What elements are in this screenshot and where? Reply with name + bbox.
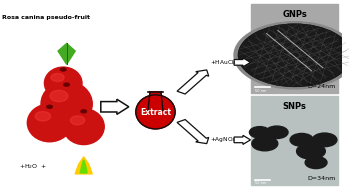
Circle shape xyxy=(234,22,349,89)
FancyArrow shape xyxy=(177,70,209,94)
Ellipse shape xyxy=(27,104,72,142)
Polygon shape xyxy=(148,92,163,111)
Text: Extract: Extract xyxy=(140,108,171,117)
Text: GNPs: GNPs xyxy=(282,10,307,19)
Text: +H$_2$O  +: +H$_2$O + xyxy=(19,162,47,171)
FancyBboxPatch shape xyxy=(251,96,338,185)
Circle shape xyxy=(60,68,66,71)
Ellipse shape xyxy=(50,90,68,102)
Text: 50 nm: 50 nm xyxy=(254,89,266,93)
Text: 50 nm: 50 nm xyxy=(254,181,266,185)
Text: +HAuCl$_4$: +HAuCl$_4$ xyxy=(210,58,237,67)
Polygon shape xyxy=(75,157,92,174)
Circle shape xyxy=(305,156,327,169)
Ellipse shape xyxy=(35,112,51,121)
Circle shape xyxy=(312,133,337,147)
Polygon shape xyxy=(80,160,87,173)
FancyArrow shape xyxy=(177,120,209,144)
Circle shape xyxy=(266,126,288,139)
Ellipse shape xyxy=(44,67,82,99)
FancyArrow shape xyxy=(234,58,251,67)
Polygon shape xyxy=(58,43,75,64)
Text: Rosa canina pseudo-fruit: Rosa canina pseudo-fruit xyxy=(2,15,90,20)
Circle shape xyxy=(238,24,349,86)
Circle shape xyxy=(290,133,313,146)
Ellipse shape xyxy=(136,95,175,129)
Text: +AgNO$_3$: +AgNO$_3$ xyxy=(210,135,236,144)
Ellipse shape xyxy=(63,109,104,145)
FancyArrow shape xyxy=(101,99,129,114)
Text: D=34nm: D=34nm xyxy=(307,177,335,181)
Circle shape xyxy=(252,136,278,151)
Ellipse shape xyxy=(51,74,64,82)
Circle shape xyxy=(47,105,52,108)
Circle shape xyxy=(250,127,270,138)
Ellipse shape xyxy=(41,81,92,127)
Circle shape xyxy=(238,24,349,86)
Text: D=24nm: D=24nm xyxy=(307,84,335,89)
FancyBboxPatch shape xyxy=(251,4,338,93)
Circle shape xyxy=(297,143,325,159)
Circle shape xyxy=(64,83,69,86)
FancyArrow shape xyxy=(234,135,251,144)
Circle shape xyxy=(81,110,87,113)
Text: SNPs: SNPs xyxy=(283,102,307,111)
Ellipse shape xyxy=(70,116,85,125)
